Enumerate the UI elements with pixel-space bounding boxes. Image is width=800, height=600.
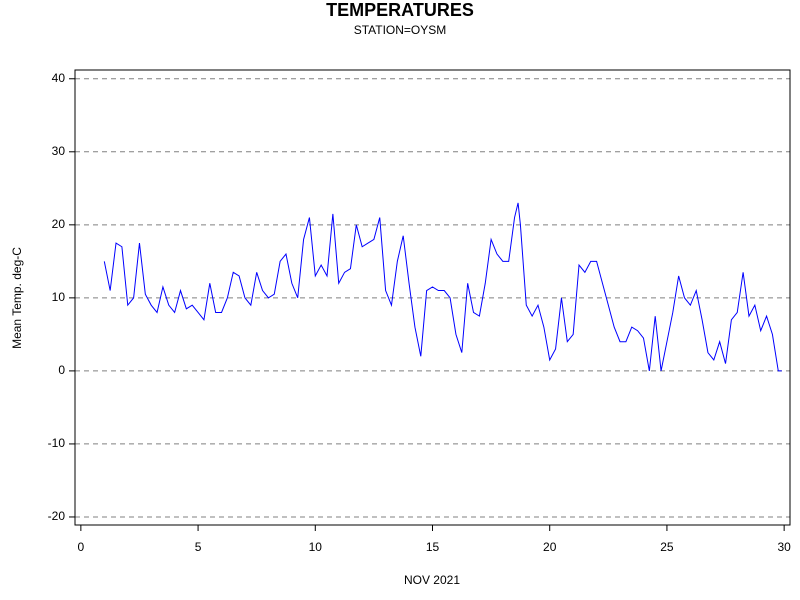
x-tick-label: 20: [543, 540, 557, 554]
y-axis-label: Mean Temp. deg-C: [10, 247, 24, 349]
x-tick-label: 0: [78, 540, 85, 554]
y-tick-label: 40: [52, 71, 66, 85]
x-tick-label: 25: [660, 540, 674, 554]
x-tick-label: 15: [426, 540, 440, 554]
chart-subtitle: STATION=OYSM: [354, 23, 447, 37]
plot-frame: [74, 69, 791, 526]
chart-title: TEMPERATURES: [326, 0, 474, 20]
y-tick-label: -20: [48, 509, 66, 523]
y-tick-label: -10: [48, 436, 66, 450]
x-tick-label: 10: [309, 540, 323, 554]
y-tick-label: 0: [58, 363, 65, 377]
y-tick-label: 10: [52, 290, 66, 304]
data-line: [103, 202, 782, 372]
x-axis-label: NOV 2021: [404, 573, 460, 587]
y-tick-label: 20: [52, 217, 66, 231]
x-tick-label: 30: [777, 540, 791, 554]
x-tick-label: 5: [195, 540, 202, 554]
y-tick-label: 30: [52, 144, 66, 158]
